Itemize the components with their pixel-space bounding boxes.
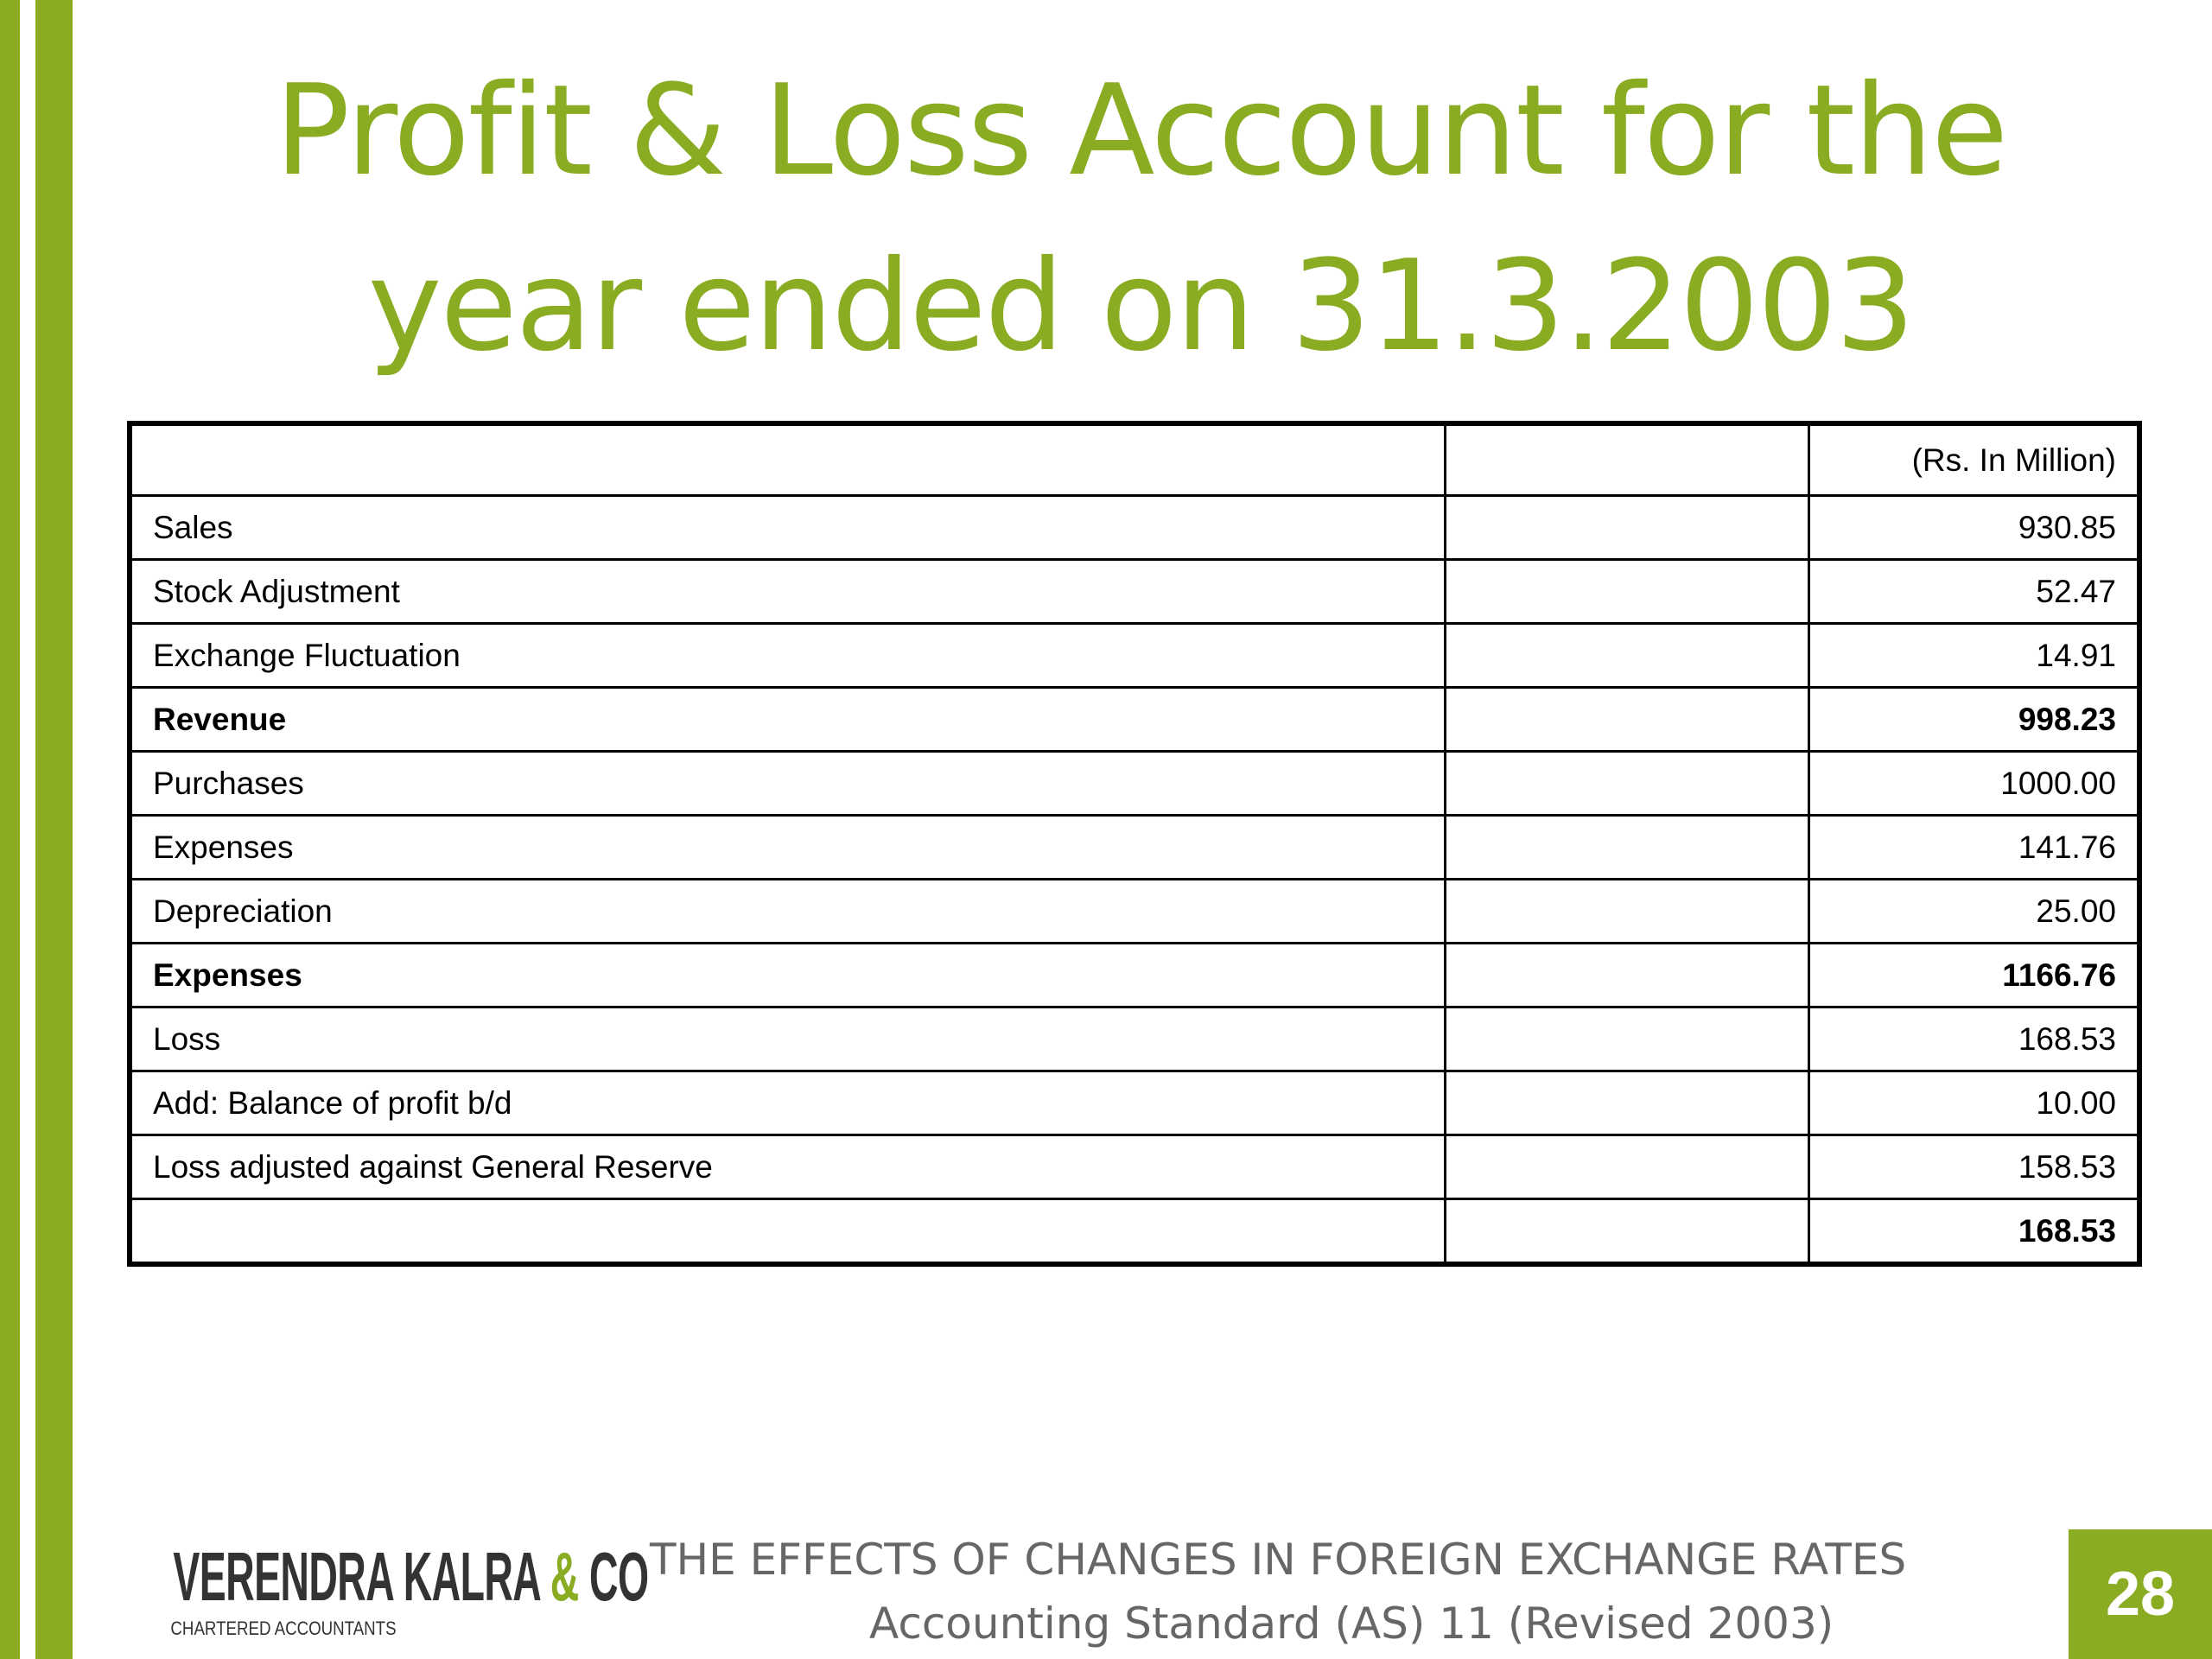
row-middle-cell xyxy=(1444,558,1810,625)
table-row: Sales 930.85 xyxy=(128,494,2141,561)
table-row: Loss adjusted against General Reserve 15… xyxy=(128,1134,2141,1200)
slide-title-line-2: year ended on 31.3.2003 xyxy=(367,233,1916,379)
row-middle-cell xyxy=(1444,878,1810,944)
row-value: 14.91 xyxy=(1808,622,2141,689)
header-cell-label xyxy=(128,422,1446,497)
row-value: 158.53 xyxy=(1808,1134,2141,1200)
row-middle-cell xyxy=(1444,494,1810,561)
slide-title-line-1: Profit & Loss Account for the xyxy=(274,58,2009,204)
logo-ampersand: & xyxy=(550,1538,580,1615)
unit-label: (Rs. In Million) xyxy=(1808,422,2141,497)
row-label: Expenses xyxy=(128,942,1446,1008)
row-value: 930.85 xyxy=(1808,494,2141,561)
row-label: Sales xyxy=(128,494,1446,561)
row-label: Add: Balance of profit b/d xyxy=(128,1070,1446,1136)
row-value: 10.00 xyxy=(1808,1070,2141,1136)
profit-loss-table: (Rs. In Million) Sales 930.85 Stock Adju… xyxy=(127,421,2142,1267)
row-middle-cell xyxy=(1444,1134,1810,1200)
table-row: Stock Adjustment 52.47 xyxy=(128,558,2141,625)
row-middle-cell xyxy=(1444,1070,1810,1136)
table-row: Purchases 1000.00 xyxy=(128,750,2141,817)
footer-text: THE EFFECTS OF CHANGES IN FOREIGN EXCHAN… xyxy=(605,1528,2031,1656)
row-value: 25.00 xyxy=(1808,878,2141,944)
table-header-row: (Rs. In Million) xyxy=(128,422,2141,497)
row-label: Depreciation xyxy=(128,878,1446,944)
row-label: Exchange Fluctuation xyxy=(128,622,1446,689)
row-label: Purchases xyxy=(128,750,1446,817)
row-label: Loss xyxy=(128,1006,1446,1072)
row-middle-cell xyxy=(1444,622,1810,689)
table-row-total: Expenses 1166.76 xyxy=(128,942,2141,1008)
row-value: 168.53 xyxy=(1808,1006,2141,1072)
table-row-total: 168.53 xyxy=(128,1198,2141,1266)
header-cell-empty xyxy=(1444,422,1810,497)
table-row: Depreciation 25.00 xyxy=(128,878,2141,944)
row-label: Stock Adjustment xyxy=(128,558,1446,625)
row-middle-cell xyxy=(1444,942,1810,1008)
row-middle-cell xyxy=(1444,750,1810,817)
row-label: Loss adjusted against General Reserve xyxy=(128,1134,1446,1200)
logo-name-part-2: CO xyxy=(578,1538,649,1615)
table-row: Exchange Fluctuation 14.91 xyxy=(128,622,2141,689)
row-value: 141.76 xyxy=(1808,814,2141,880)
table-row: Expenses 141.76 xyxy=(128,814,2141,880)
logo-wordmark: VERENDRA KALRA & CO xyxy=(173,1538,649,1616)
row-middle-cell xyxy=(1444,686,1810,753)
row-value: 1166.76 xyxy=(1808,942,2141,1008)
table-row-total: Revenue 998.23 xyxy=(128,686,2141,753)
company-logo: VERENDRA KALRA & CO CHARTERED ACCOUNTANT… xyxy=(93,1538,649,1640)
row-middle-cell xyxy=(1444,814,1810,880)
row-middle-cell xyxy=(1444,1198,1810,1266)
table-row: Add: Balance of profit b/d 10.00 xyxy=(128,1070,2141,1136)
table-row: Loss 168.53 xyxy=(128,1006,2141,1072)
logo-subtitle: CHARTERED ACCOUNTANTS xyxy=(170,1618,397,1639)
page-number: 28 xyxy=(2069,1529,2212,1659)
row-label: Revenue xyxy=(128,686,1446,753)
row-middle-cell xyxy=(1444,1006,1810,1072)
footer-line-2: Accounting Standard (AS) 11 (Revised 200… xyxy=(869,1599,1834,1649)
left-accent-bar xyxy=(0,0,20,1659)
row-label: Expenses xyxy=(128,814,1446,880)
left-accent-bar-wide xyxy=(35,0,73,1659)
footer-line-1: THE EFFECTS OF CHANGES IN FOREIGN EXCHAN… xyxy=(650,1535,1907,1585)
row-value: 1000.00 xyxy=(1808,750,2141,817)
slide-title: Profit & Loss Account for the year ended… xyxy=(130,43,2152,394)
row-value: 998.23 xyxy=(1808,686,2141,753)
row-label xyxy=(128,1198,1446,1266)
row-value: 168.53 xyxy=(1808,1198,2141,1266)
row-value: 52.47 xyxy=(1808,558,2141,625)
logo-name-part-1: VERENDRA KALRA xyxy=(173,1538,550,1615)
